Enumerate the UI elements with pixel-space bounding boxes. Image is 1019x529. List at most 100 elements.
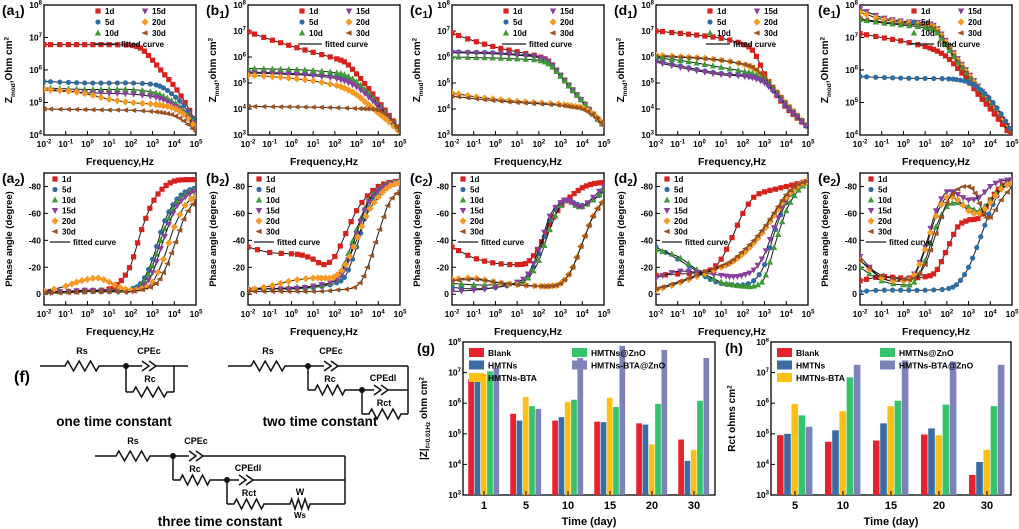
- svg-text:10-1: 10-1: [466, 139, 481, 149]
- svg-text:10d: 10d: [717, 29, 731, 38]
- svg-text:15d: 15d: [968, 7, 982, 16]
- series-5d: [860, 73, 1012, 133]
- panel-label-h: (h): [725, 340, 743, 356]
- svg-text:10-1: 10-1: [262, 139, 277, 149]
- series-30d: [248, 103, 400, 133]
- svg-text:105: 105: [190, 139, 203, 149]
- plot-area: [248, 29, 400, 135]
- svg-text:HMTNs@ZnO: HMTNs@ZnO: [591, 348, 646, 358]
- svg-text:5d: 5d: [513, 18, 522, 27]
- svg-text:101: 101: [715, 309, 728, 319]
- panel-e2-phase-chart: 10-2 10-1 100 101 102 103 104 105 0 -20 -40 -60 -80 F…: [816, 168, 1019, 338]
- svg-text:-60: -60: [233, 208, 246, 218]
- svg-text:105: 105: [845, 98, 858, 108]
- bar-Blank-day10: [825, 441, 832, 495]
- bar-Blank-day30: [969, 475, 976, 495]
- svg-text:10d: 10d: [266, 196, 280, 205]
- svg-text:Frequency,Hz: Frequency,Hz: [86, 326, 154, 338]
- svg-text:30d: 30d: [764, 29, 778, 38]
- svg-text:104: 104: [576, 139, 589, 149]
- svg-text:20d: 20d: [968, 18, 982, 27]
- svg-text:fitted curve: fitted curve: [685, 238, 729, 247]
- plot-border: [247, 172, 401, 306]
- svg-text:15d: 15d: [62, 207, 76, 216]
- svg-text:fitted curve: fitted curve: [889, 238, 933, 247]
- svg-text:HMTNs-BTA: HMTNs-BTA: [488, 373, 537, 383]
- panel-label-a1: (a1): [2, 2, 25, 21]
- svg-text:102: 102: [940, 139, 953, 149]
- svg-text:10d: 10d: [105, 29, 119, 38]
- svg-text:Frequency,Hz: Frequency,Hz: [290, 156, 358, 168]
- bar-HMTNs-BTA-day15: [887, 406, 894, 495]
- svg-text:30d: 30d: [356, 29, 370, 38]
- panel-a2-phase-chart: 10-2 10-1 100 101 102 103 104 105 0 -20 -40 -60 -80 F…: [0, 168, 203, 338]
- plot-area: [44, 42, 196, 134]
- svg-text:HMTNs: HMTNs: [796, 361, 826, 371]
- svg-text:103: 103: [146, 309, 159, 319]
- svg-text:30d: 30d: [968, 29, 982, 38]
- panel-b1-bode-chart: 10-2 10-1 100 101 102 103 104 105 103 104 105 106 10…: [204, 0, 407, 168]
- bar-HMTNs-BTA@ZnO-day1: [493, 368, 500, 495]
- svg-text:10-1: 10-1: [874, 139, 889, 149]
- bar-HMTNs-day10: [832, 430, 839, 495]
- svg-text:CPEdl: CPEdl: [370, 373, 397, 383]
- svg-text:Time (day): Time (day): [562, 516, 617, 528]
- svg-text:102: 102: [940, 309, 953, 319]
- bar-HMTNs@ZnO-day30: [990, 406, 998, 495]
- svg-text:Frequency,Hz: Frequency,Hz: [698, 326, 766, 338]
- plot-border: [43, 172, 197, 306]
- svg-text:1d: 1d: [717, 7, 726, 16]
- svg-text:103: 103: [146, 139, 159, 149]
- svg-text:30d: 30d: [62, 228, 76, 237]
- series-30d: [248, 189, 400, 295]
- svg-text:103: 103: [437, 130, 450, 140]
- svg-text:100: 100: [489, 139, 502, 149]
- panel-label-d1: (d1): [614, 2, 637, 21]
- svg-text:20d: 20d: [356, 18, 370, 27]
- svg-text:|Z|f=0.01Hz ohm cm2: |Z|f=0.01Hz ohm cm2: [419, 377, 433, 460]
- series-15d: [656, 59, 808, 130]
- bar-Blank-day1: [468, 379, 474, 495]
- svg-text:10: 10: [562, 500, 574, 512]
- svg-text:106: 106: [437, 52, 450, 62]
- svg-text:fitted curve: fitted curve: [733, 40, 777, 49]
- svg-text:103: 103: [350, 309, 363, 319]
- svg-text:100: 100: [285, 309, 298, 319]
- series-15d: [452, 183, 604, 296]
- plot-area: [656, 177, 808, 294]
- svg-text:105: 105: [802, 309, 815, 319]
- svg-text:102: 102: [532, 309, 545, 319]
- svg-text:100: 100: [693, 139, 706, 149]
- svg-text:105: 105: [598, 309, 611, 319]
- svg-text:103: 103: [641, 130, 654, 140]
- svg-text:CPEdl: CPEdl: [235, 463, 262, 473]
- svg-text:Phase angle (degree): Phase angle (degree): [412, 191, 423, 287]
- svg-text:fitted curve: fitted curve: [73, 238, 117, 247]
- svg-text:Phase angle (degree): Phase angle (degree): [208, 191, 219, 287]
- svg-text:W: W: [296, 487, 305, 497]
- bar-HMTNs@ZnO-day15: [894, 400, 902, 495]
- svg-text:107: 107: [756, 368, 769, 378]
- panel-d2-phase-chart: 10-2 10-1 100 101 102 103 104 105 0 -20 -40 -60 -80 F…: [612, 168, 815, 338]
- series-30d: [44, 198, 196, 296]
- svg-text:106: 106: [845, 65, 858, 75]
- c1-chart-svg: 10-2 10-1 100 101 102 103 104 105 103 104 105 106 10…: [410, 0, 611, 168]
- series-10d: [656, 179, 808, 290]
- panel-label-c1: (c1): [410, 2, 433, 21]
- svg-text:100: 100: [897, 139, 910, 149]
- plot-area: [452, 179, 604, 296]
- bar-HMTNs-day10: [558, 417, 565, 495]
- svg-text:5d: 5d: [105, 18, 114, 27]
- bar-HMTNs-BTA@ZnO-day15: [619, 345, 626, 495]
- panel-label-b2: (b2): [206, 170, 229, 189]
- svg-text:101: 101: [715, 139, 728, 149]
- bar-Blank-day10: [552, 420, 558, 495]
- series-1d: [452, 30, 604, 127]
- svg-text:108: 108: [845, 0, 858, 10]
- series-1d: [656, 28, 808, 129]
- svg-text:Frequency,Hz: Frequency,Hz: [902, 156, 970, 168]
- svg-text:10d: 10d: [921, 29, 935, 38]
- svg-text:1d: 1d: [309, 7, 318, 16]
- svg-text:Frequency,Hz: Frequency,Hz: [494, 156, 562, 168]
